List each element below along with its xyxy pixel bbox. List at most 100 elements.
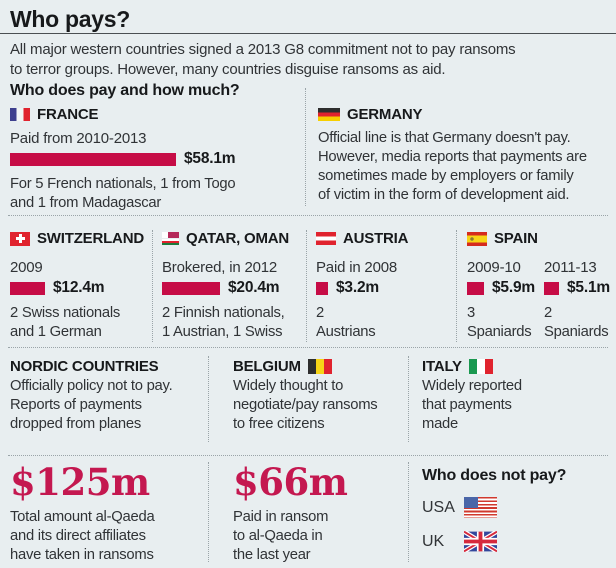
belgium-section: BELGIUM Widely thought to negotiate/pay …: [233, 358, 401, 434]
country-name: SPAIN: [494, 230, 538, 247]
country-name: AUSTRIA: [343, 230, 409, 247]
uk-flag-icon: [464, 531, 497, 552]
spain-entry-2009-10: 2009-10 $5.9m 3 Spaniards: [467, 258, 535, 342]
spain-section: SPAIN 2009-10 $5.9m 3 Spaniards 2011-13 …: [467, 230, 613, 342]
not-pay-uk-row: UK: [422, 531, 607, 552]
payment-period: Brokered, in 2012: [162, 259, 278, 276]
germany-flag-icon: [318, 108, 340, 121]
uk-label: UK: [422, 532, 445, 550]
italy-flag-icon: [468, 359, 493, 374]
divider-horizontal-1: [8, 215, 608, 216]
austria-amount: $3.2m: [336, 279, 379, 296]
payment-period: Paid in 2008: [316, 259, 398, 276]
country-name: FRANCE: [37, 106, 99, 123]
total-ransoms-section: $125m Total amount al-Qaeda and its dire…: [10, 462, 200, 565]
qatar-oman-note: 2 Finnish nationals, 1 Austrian, 1 Swiss: [162, 305, 285, 340]
austria-section: AUSTRIA Paid in 2008 $3.2m 2 Austrians: [316, 230, 446, 342]
spain-ransom-bar-1: [467, 281, 484, 295]
total-note: Total amount al-Qaeda and its direct aff…: [10, 509, 155, 563]
divider-row4-vertical-2: [408, 462, 409, 562]
france-note: For 5 French nationals, 1 from Togo and …: [10, 176, 236, 211]
belgium-flag-icon: [307, 359, 332, 374]
spain-flag-icon: [467, 231, 487, 246]
not-pay-heading: Who does not pay?: [422, 467, 567, 484]
austria-flag-icon: [316, 232, 336, 245]
france-bar-row: $58.1m: [10, 150, 298, 168]
usa-label: USA: [422, 498, 455, 516]
switzerland-header: SWITZERLAND: [10, 230, 148, 247]
section-heading: Who does pay and how much?: [10, 82, 240, 99]
divider-row4-vertical-1: [208, 462, 209, 562]
france-amount: $58.1m: [184, 150, 236, 167]
divider-row1-vertical: [305, 88, 306, 206]
not-pay-usa-row: USA: [422, 497, 607, 518]
italy-note: Widely reported that payments made: [422, 378, 522, 432]
qatar-flag-icon: [162, 232, 179, 238]
divider-row2-vertical-3: [456, 230, 457, 342]
spain-entry-2011-13: 2011-13 $5.1m 2 Spaniards: [544, 258, 611, 342]
payment-period: 2009-10: [467, 259, 521, 276]
switzerland-note: 2 Swiss nationals and 1 German: [10, 305, 121, 340]
qatar-oman-section: QATAR, OMAN Brokered, in 2012 $20.4m 2 F…: [162, 230, 302, 342]
payment-period: 2011-13: [544, 259, 597, 276]
austria-header: AUSTRIA: [316, 230, 446, 247]
france-ransom-bar: [10, 152, 176, 166]
who-does-not-pay-section: Who does not pay? USA UK: [422, 467, 607, 565]
country-name: GERMANY: [347, 106, 423, 123]
spain-entries: 2009-10 $5.9m 3 Spaniards 2011-13 $5.1m …: [467, 258, 613, 342]
intro-text: All major western countries signed a 201…: [10, 41, 516, 78]
spain-amount-2: $5.1m: [567, 279, 610, 296]
germany-section: GERMANY Official line is that Germany do…: [318, 106, 612, 205]
spain-amount-1: $5.9m: [492, 279, 535, 296]
qatar-oman-header: QATAR, OMAN: [162, 230, 302, 247]
spain-note-1: 3 Spaniards: [467, 305, 532, 340]
divider-row3-vertical-2: [408, 356, 409, 442]
italy-section: ITALY Widely reported that payments made: [422, 358, 602, 434]
country-name: QATAR, OMAN: [186, 230, 290, 247]
qatar-oman-amount: $20.4m: [228, 279, 280, 296]
austria-ransom-bar: [316, 281, 328, 295]
austria-note: 2 Austrians: [316, 305, 376, 340]
last-year-ransoms-section: $66m Paid in ransom to al-Qaeda in the l…: [233, 462, 401, 565]
spain-note-2: 2 Spaniards: [544, 305, 609, 340]
switzerland-bar-row: $12.4m: [10, 279, 148, 297]
usa-flag-icon: [464, 497, 497, 518]
country-name: BELGIUM: [233, 358, 301, 375]
divider-row2-vertical-1: [152, 230, 153, 342]
qatar-oman-ransom-bar: [162, 281, 220, 295]
switzerland-amount: $12.4m: [53, 279, 105, 296]
belgium-note: Widely thought to negotiate/pay ransoms …: [233, 378, 378, 432]
divider-horizontal-3: [8, 455, 608, 456]
qatar-oman-bar-row: $20.4m: [162, 279, 302, 297]
country-name: SWITZERLAND: [37, 230, 144, 247]
italy-header: ITALY: [422, 358, 602, 375]
qatar-oman-flag-icon: [162, 232, 179, 245]
oman-flag-icon: [162, 239, 179, 245]
switzerland-flag-icon: [10, 231, 30, 246]
country-name: NORDIC COUNTRIES: [10, 358, 159, 375]
france-section: FRANCE Paid from 2010-2013 $58.1m For 5 …: [10, 106, 298, 213]
switzerland-ransom-bar: [10, 281, 45, 295]
nordic-section: NORDIC COUNTRIES Officially policy not t…: [10, 358, 200, 434]
title-divider: [0, 33, 616, 34]
germany-header: GERMANY: [318, 106, 612, 123]
belgium-header: BELGIUM: [233, 358, 401, 375]
spain-bar-row-1: $5.9m: [467, 279, 535, 297]
total-amount: $125m: [10, 460, 150, 504]
payment-period: 2009: [10, 259, 43, 276]
spain-ransom-bar-2: [544, 281, 559, 295]
france-header: FRANCE: [10, 106, 298, 123]
nordic-header: NORDIC COUNTRIES: [10, 358, 200, 375]
page-title: Who pays?: [10, 6, 130, 32]
nordic-note: Officially policy not to pay. Reports of…: [10, 378, 173, 432]
france-flag-icon: [10, 108, 30, 121]
divider-row3-vertical-1: [208, 356, 209, 442]
austria-bar-row: $3.2m: [316, 279, 446, 297]
country-name: ITALY: [422, 358, 462, 375]
payment-period: Paid from 2010-2013: [10, 130, 147, 147]
last-year-note: Paid in ransom to al-Qaeda in the last y…: [233, 509, 329, 563]
divider-horizontal-2: [8, 347, 608, 348]
spain-header: SPAIN: [467, 230, 613, 247]
last-year-amount: $66m: [233, 460, 348, 504]
